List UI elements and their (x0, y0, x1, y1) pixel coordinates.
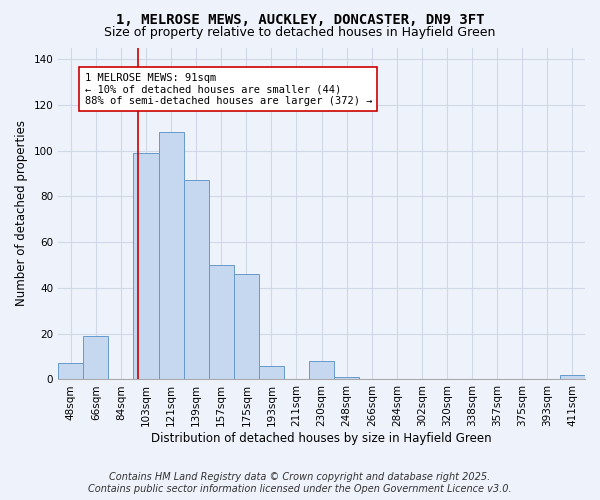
Bar (184, 180, 209, 380)
Bar (334, 377, 359, 380)
Bar (133, 153, 158, 380)
Text: 1 MELROSE MEWS: 91sqm
← 10% of detached houses are smaller (44)
88% of semi-deta: 1 MELROSE MEWS: 91sqm ← 10% of detached … (85, 72, 372, 106)
X-axis label: Distribution of detached houses by size in Hayfield Green: Distribution of detached houses by size … (151, 432, 492, 445)
Bar (209, 265, 234, 380)
Bar (234, 274, 259, 380)
Bar (158, 132, 184, 380)
Text: 1, MELROSE MEWS, AUCKLEY, DONCASTER, DN9 3FT: 1, MELROSE MEWS, AUCKLEY, DONCASTER, DN9… (116, 12, 484, 26)
Bar (58, 364, 83, 380)
Bar (83, 336, 109, 380)
Text: Size of property relative to detached houses in Hayfield Green: Size of property relative to detached ho… (104, 26, 496, 39)
Bar (560, 375, 585, 380)
Bar (259, 366, 284, 380)
Text: Contains HM Land Registry data © Crown copyright and database right 2025.
Contai: Contains HM Land Registry data © Crown c… (88, 472, 512, 494)
Bar (309, 361, 334, 380)
Y-axis label: Number of detached properties: Number of detached properties (15, 120, 28, 306)
